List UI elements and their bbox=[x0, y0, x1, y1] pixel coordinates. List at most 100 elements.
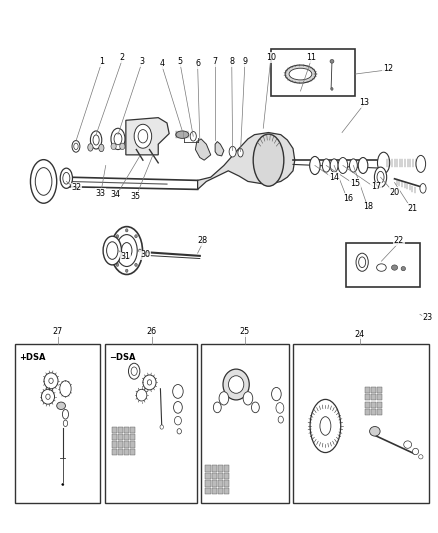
Ellipse shape bbox=[190, 132, 196, 141]
Ellipse shape bbox=[116, 235, 119, 238]
Bar bbox=[292, 344, 427, 503]
Bar bbox=[364, 386, 369, 393]
Ellipse shape bbox=[49, 378, 53, 383]
Bar bbox=[376, 401, 381, 408]
Ellipse shape bbox=[116, 263, 119, 266]
Bar bbox=[211, 480, 216, 487]
Ellipse shape bbox=[374, 167, 386, 187]
Ellipse shape bbox=[131, 367, 137, 375]
Ellipse shape bbox=[121, 243, 132, 259]
Bar bbox=[105, 344, 196, 503]
Ellipse shape bbox=[138, 130, 148, 143]
Bar bbox=[130, 449, 135, 455]
Bar bbox=[376, 394, 381, 400]
Text: 33: 33 bbox=[95, 189, 105, 198]
Bar bbox=[217, 488, 223, 494]
Bar bbox=[118, 441, 123, 448]
Text: 2: 2 bbox=[120, 53, 125, 62]
Bar bbox=[271, 49, 354, 96]
Ellipse shape bbox=[278, 416, 283, 423]
PathPatch shape bbox=[126, 118, 169, 155]
Ellipse shape bbox=[391, 265, 397, 270]
Bar bbox=[364, 409, 369, 415]
Ellipse shape bbox=[62, 483, 64, 486]
Ellipse shape bbox=[57, 402, 65, 409]
Text: 5: 5 bbox=[177, 58, 182, 66]
Ellipse shape bbox=[174, 416, 181, 425]
Ellipse shape bbox=[177, 429, 181, 434]
Ellipse shape bbox=[369, 426, 379, 436]
Ellipse shape bbox=[125, 229, 128, 232]
Ellipse shape bbox=[74, 143, 78, 150]
Text: 1: 1 bbox=[99, 58, 104, 66]
Ellipse shape bbox=[175, 131, 188, 139]
Ellipse shape bbox=[172, 384, 183, 398]
Bar bbox=[124, 426, 129, 433]
Ellipse shape bbox=[276, 402, 283, 413]
Ellipse shape bbox=[60, 168, 72, 188]
Bar bbox=[370, 401, 375, 408]
Ellipse shape bbox=[44, 373, 58, 389]
Bar bbox=[124, 449, 129, 455]
Ellipse shape bbox=[329, 159, 337, 172]
Ellipse shape bbox=[41, 389, 54, 404]
Ellipse shape bbox=[237, 149, 243, 157]
Ellipse shape bbox=[377, 152, 389, 173]
Ellipse shape bbox=[63, 172, 70, 184]
Text: 4: 4 bbox=[159, 59, 164, 68]
Text: 31: 31 bbox=[120, 253, 130, 261]
Ellipse shape bbox=[106, 242, 118, 260]
Bar bbox=[118, 426, 123, 433]
Text: 18: 18 bbox=[363, 203, 372, 212]
Bar bbox=[118, 434, 123, 440]
Ellipse shape bbox=[251, 402, 259, 413]
Ellipse shape bbox=[229, 147, 236, 157]
Bar bbox=[345, 243, 419, 287]
Bar bbox=[14, 344, 100, 503]
Ellipse shape bbox=[376, 171, 383, 183]
Bar bbox=[364, 394, 369, 400]
Text: 25: 25 bbox=[239, 327, 249, 336]
Ellipse shape bbox=[138, 249, 141, 252]
Bar bbox=[205, 480, 210, 487]
Bar bbox=[217, 465, 223, 472]
Bar bbox=[370, 394, 375, 400]
Bar bbox=[112, 441, 117, 448]
Ellipse shape bbox=[46, 394, 50, 399]
Text: 30: 30 bbox=[140, 251, 150, 260]
Bar bbox=[205, 465, 210, 472]
Ellipse shape bbox=[321, 159, 329, 172]
Text: 13: 13 bbox=[358, 98, 368, 107]
Bar bbox=[223, 473, 229, 479]
Bar bbox=[112, 434, 117, 440]
Bar bbox=[370, 409, 375, 415]
Text: 22: 22 bbox=[393, 237, 403, 246]
Text: 12: 12 bbox=[382, 64, 392, 72]
Ellipse shape bbox=[357, 158, 367, 173]
Ellipse shape bbox=[271, 387, 281, 401]
Bar bbox=[118, 449, 123, 455]
Text: 28: 28 bbox=[198, 237, 208, 246]
Bar bbox=[130, 434, 135, 440]
Bar bbox=[124, 441, 129, 448]
Bar bbox=[112, 449, 117, 455]
Ellipse shape bbox=[330, 87, 332, 90]
Ellipse shape bbox=[419, 183, 425, 193]
Ellipse shape bbox=[173, 401, 182, 413]
Bar bbox=[205, 473, 210, 479]
Ellipse shape bbox=[88, 144, 93, 151]
Text: 34: 34 bbox=[110, 190, 120, 199]
Ellipse shape bbox=[412, 448, 418, 455]
Text: 35: 35 bbox=[130, 192, 140, 201]
Ellipse shape bbox=[103, 236, 121, 265]
Text: +DSA: +DSA bbox=[19, 353, 46, 361]
PathPatch shape bbox=[197, 133, 294, 189]
Ellipse shape bbox=[143, 375, 155, 390]
Bar bbox=[211, 473, 216, 479]
Text: 11: 11 bbox=[306, 53, 316, 62]
Ellipse shape bbox=[403, 441, 411, 448]
Ellipse shape bbox=[309, 157, 319, 174]
Ellipse shape bbox=[228, 376, 243, 393]
Ellipse shape bbox=[63, 420, 67, 426]
Ellipse shape bbox=[418, 455, 422, 459]
